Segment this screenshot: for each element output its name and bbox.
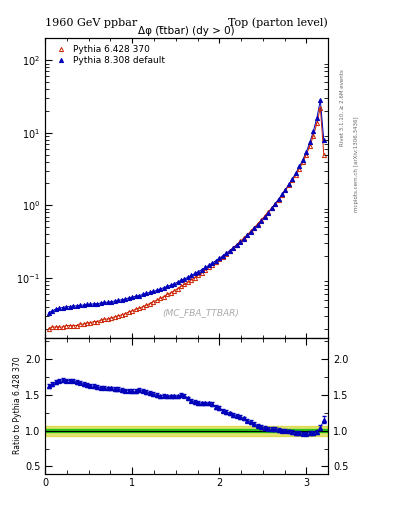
Line: Pythia 8.308 default: Pythia 8.308 default (47, 98, 326, 315)
Y-axis label: Ratio to Pythia 6.428 370: Ratio to Pythia 6.428 370 (13, 357, 22, 455)
Bar (45, 425, 328, 436)
Pythia 8.308 default (46, 310, 51, 316)
Pythia 6.428 370 (321, 152, 326, 158)
Pythia 8.308 default (210, 260, 215, 266)
Text: (MC_FBA_TTBAR): (MC_FBA_TTBAR) (162, 308, 239, 316)
Text: Rivet 3.1.10, ≥ 2.6M events: Rivet 3.1.10, ≥ 2.6M events (340, 69, 345, 146)
Text: mcplots.cern.ch [arXiv:1306.3436]: mcplots.cern.ch [arXiv:1306.3436] (354, 116, 359, 211)
Text: Top (parton level): Top (parton level) (228, 17, 328, 28)
Legend: Pythia 6.428 370, Pythia 8.308 default: Pythia 6.428 370, Pythia 8.308 default (50, 43, 167, 67)
Pythia 6.428 370 (210, 262, 215, 268)
Bar (45, 429, 328, 432)
Pythia 6.428 370 (46, 326, 51, 332)
Pythia 8.308 default (318, 97, 323, 103)
Pythia 6.428 370 (318, 105, 323, 111)
Line: Pythia 6.428 370: Pythia 6.428 370 (47, 106, 326, 331)
Pythia 6.428 370 (290, 177, 295, 183)
Text: 1960 GeV ppbar: 1960 GeV ppbar (45, 18, 138, 28)
Pythia 6.428 370 (168, 290, 173, 296)
Pythia 8.308 default (321, 137, 326, 143)
Pythia 6.428 370 (234, 242, 239, 248)
Pythia 6.428 370 (224, 251, 229, 257)
Pythia 8.308 default (168, 282, 173, 288)
Title: Δφ (t̅tbar) (dy > 0): Δφ (t̅tbar) (dy > 0) (138, 26, 235, 36)
Pythia 6.428 370 (213, 259, 218, 265)
Pythia 8.308 default (213, 258, 218, 264)
Pythia 8.308 default (290, 176, 295, 182)
Pythia 8.308 default (224, 250, 229, 257)
Pythia 8.308 default (234, 242, 239, 248)
